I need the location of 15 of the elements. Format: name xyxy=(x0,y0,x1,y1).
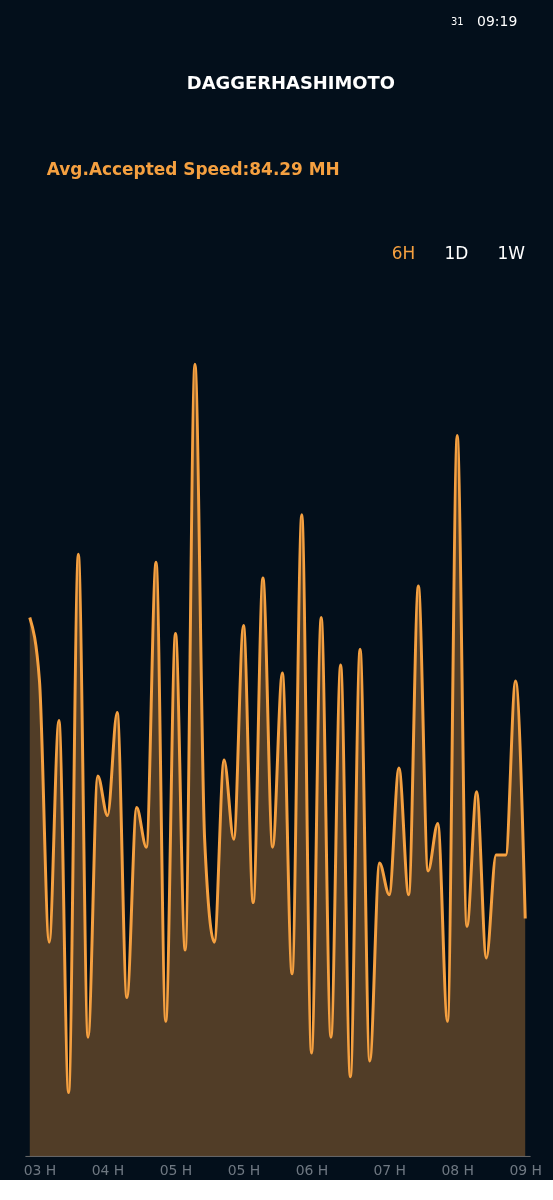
x-tick-label: 09 H xyxy=(509,1162,543,1179)
x-tick-label: 08 H xyxy=(441,1162,475,1179)
x-tick-label: 03 H xyxy=(23,1162,57,1179)
text: 31 xyxy=(451,16,464,28)
x-tick-label: 05 H xyxy=(227,1162,261,1179)
text: 1W xyxy=(497,243,526,264)
x-tick-label: 06 H xyxy=(295,1162,329,1179)
x-tick-label: 04 H xyxy=(91,1162,125,1179)
text: 1D xyxy=(444,243,469,264)
text: 6H xyxy=(391,243,416,264)
text: 09:19 xyxy=(477,13,518,30)
x-tick-label: 07 H xyxy=(373,1162,407,1179)
x-tick-label: 05 H xyxy=(159,1162,193,1179)
chart-subtitle: Avg.Accepted Speed:84.29 MH xyxy=(46,158,340,179)
chart-title: DAGGERHASHIMOTO xyxy=(186,71,396,93)
